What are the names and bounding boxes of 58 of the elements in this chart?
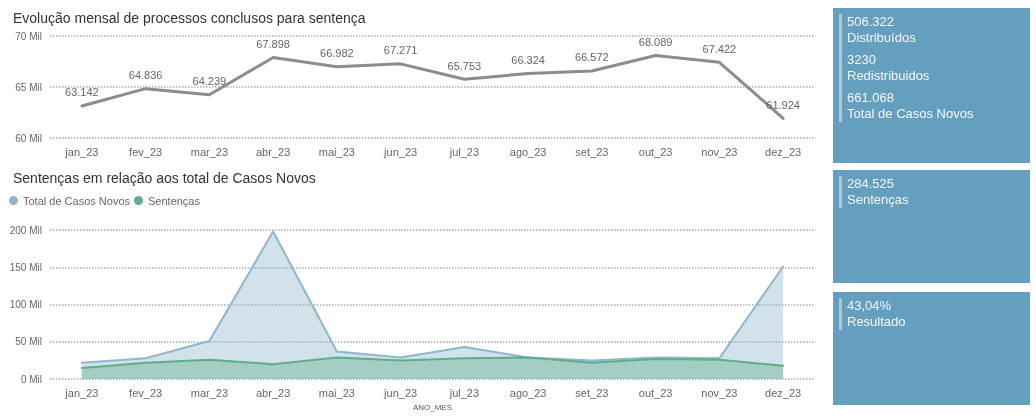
text: 284.525 bbox=[847, 176, 895, 192]
x-tick-label: dez_23 bbox=[765, 145, 802, 158]
x-tick-label: jul_23 bbox=[448, 145, 480, 158]
x-tick-label: set_23 bbox=[575, 386, 609, 399]
text: Redistribuidos bbox=[847, 68, 931, 84]
y-tick-label: 70 Mil bbox=[15, 30, 42, 42]
x-tick-label: nov_23 bbox=[701, 386, 738, 399]
x-tick-label: out_23 bbox=[638, 145, 673, 158]
text: Sentenças bbox=[847, 192, 910, 208]
x-tick-label: abr_23 bbox=[255, 145, 291, 158]
text: 661.068 bbox=[847, 90, 895, 106]
x-tick-label: jul_23 bbox=[448, 386, 480, 399]
x-axis-title: ANO_MES bbox=[412, 402, 453, 412]
text: Distribuídos bbox=[847, 30, 917, 46]
data-label: 65.753 bbox=[447, 59, 482, 72]
text: 506.322 bbox=[847, 14, 895, 30]
x-tick-label: ago_23 bbox=[509, 386, 547, 399]
data-label: 68.089 bbox=[638, 35, 673, 48]
x-tick-label: ago_23 bbox=[509, 145, 547, 158]
y-tick-label: 200 Mil bbox=[9, 224, 42, 236]
x-tick-label: abr_23 bbox=[255, 386, 291, 399]
y-tick-label: 60 Mil bbox=[15, 132, 42, 144]
data-label: 66.982 bbox=[320, 47, 354, 60]
data-label: 64.836 bbox=[128, 69, 163, 82]
data-label: 67.422 bbox=[702, 42, 737, 55]
y-tick-label: 150 Mil bbox=[9, 261, 42, 273]
x-tick-label: jun_23 bbox=[383, 145, 418, 158]
legend-label: Sentenças bbox=[148, 194, 201, 207]
data-label: 67.898 bbox=[256, 37, 290, 50]
chart-title: Sentenças em relação aos total de Casos Novos bbox=[13, 170, 316, 186]
chart-title: Evolução mensal de processos conclusos para sentença bbox=[13, 10, 366, 26]
y-tick-label: 65 Mil bbox=[15, 81, 42, 93]
text: Resultado bbox=[847, 314, 907, 330]
y-tick-label: 0 Mil bbox=[20, 373, 42, 385]
x-tick-label: mai_23 bbox=[318, 145, 355, 158]
text: Total de Casos Novos bbox=[847, 106, 975, 122]
x-tick-label: mar_23 bbox=[190, 145, 229, 158]
x-tick-label: nov_23 bbox=[701, 145, 738, 158]
y-tick-label: 50 Mil bbox=[15, 336, 42, 348]
data-label: 67.271 bbox=[383, 44, 418, 57]
text: 3230 bbox=[847, 52, 877, 68]
data-label: 63.142 bbox=[65, 86, 99, 99]
x-tick-label: mai_23 bbox=[318, 386, 355, 399]
data-label: 66.572 bbox=[575, 51, 609, 64]
x-tick-label: mar_23 bbox=[190, 386, 229, 399]
data-label: 64.239 bbox=[192, 75, 227, 88]
x-tick-label: fev_23 bbox=[129, 386, 163, 399]
x-tick-label: set_23 bbox=[575, 145, 609, 158]
x-tick-label: jan_23 bbox=[64, 145, 99, 158]
text: 43,04% bbox=[847, 298, 893, 314]
y-tick-label: 100 Mil bbox=[9, 299, 42, 311]
x-tick-label: jan_23 bbox=[64, 386, 99, 399]
x-tick-label: dez_23 bbox=[765, 386, 802, 399]
x-tick-label: jun_23 bbox=[383, 386, 418, 399]
legend-label: Total de Casos Novos bbox=[23, 194, 131, 207]
x-tick-label: fev_23 bbox=[129, 145, 163, 158]
data-label: 66.324 bbox=[511, 54, 545, 66]
x-tick-label: out_23 bbox=[638, 386, 673, 399]
